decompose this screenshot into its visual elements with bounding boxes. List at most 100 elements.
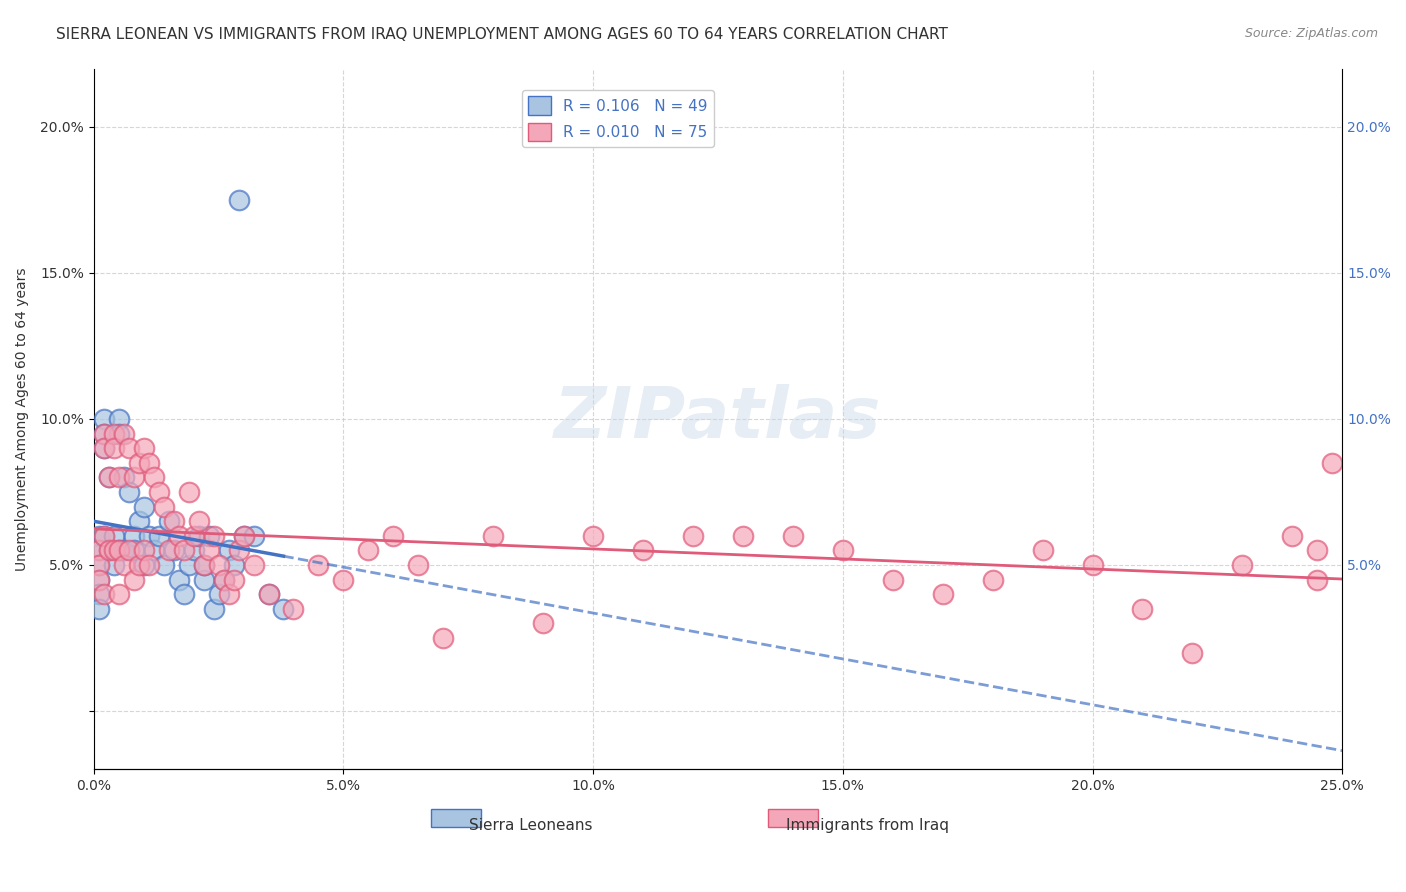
Legend: R = 0.106   N = 49, R = 0.010   N = 75: R = 0.106 N = 49, R = 0.010 N = 75 xyxy=(522,90,714,147)
Point xyxy=(93,426,115,441)
Point xyxy=(112,470,135,484)
Point xyxy=(357,543,380,558)
Point xyxy=(193,558,215,572)
Point xyxy=(218,543,240,558)
Point xyxy=(731,529,754,543)
Point xyxy=(87,543,110,558)
Point xyxy=(103,558,125,572)
Point xyxy=(93,441,115,455)
Point xyxy=(148,529,170,543)
Point xyxy=(218,587,240,601)
Point xyxy=(162,543,184,558)
Point xyxy=(882,573,904,587)
Point xyxy=(207,587,229,601)
Point xyxy=(831,543,853,558)
Point xyxy=(87,529,110,543)
Point xyxy=(1132,601,1154,615)
Text: ZIPatlas: ZIPatlas xyxy=(554,384,882,453)
Point xyxy=(87,573,110,587)
Point xyxy=(1306,573,1329,587)
FancyBboxPatch shape xyxy=(430,809,481,827)
Point xyxy=(93,529,115,543)
Point xyxy=(162,514,184,528)
Point xyxy=(107,470,129,484)
Point xyxy=(128,558,150,572)
Point xyxy=(782,529,804,543)
Point xyxy=(93,529,115,543)
Point xyxy=(228,193,250,207)
Point xyxy=(138,558,160,572)
Point xyxy=(173,543,195,558)
Point xyxy=(112,558,135,572)
Point xyxy=(93,412,115,426)
Point xyxy=(257,587,280,601)
Point xyxy=(1322,456,1344,470)
Point xyxy=(107,426,129,441)
Point xyxy=(97,543,120,558)
Point xyxy=(103,441,125,455)
Point xyxy=(212,573,235,587)
Point xyxy=(157,514,180,528)
Point xyxy=(408,558,430,572)
Point xyxy=(142,543,165,558)
Point xyxy=(97,470,120,484)
Point xyxy=(142,470,165,484)
Point xyxy=(307,558,329,572)
Point xyxy=(93,587,115,601)
Text: Immigrants from Iraq: Immigrants from Iraq xyxy=(786,818,949,833)
Point xyxy=(332,573,354,587)
Point xyxy=(152,500,174,514)
Point xyxy=(682,529,704,543)
Point xyxy=(128,456,150,470)
Point xyxy=(212,573,235,587)
Point xyxy=(1032,543,1054,558)
Text: Source: ZipAtlas.com: Source: ZipAtlas.com xyxy=(1244,27,1378,40)
Point xyxy=(222,558,245,572)
Point xyxy=(193,558,215,572)
Point xyxy=(87,587,110,601)
Point xyxy=(183,529,205,543)
Point xyxy=(177,558,200,572)
Point xyxy=(232,529,254,543)
Point xyxy=(87,558,110,572)
Point xyxy=(1306,543,1329,558)
Point xyxy=(981,573,1004,587)
Point xyxy=(1281,529,1303,543)
Point xyxy=(107,412,129,426)
Point xyxy=(103,426,125,441)
FancyBboxPatch shape xyxy=(768,809,818,827)
Y-axis label: Unemployment Among Ages 60 to 64 years: Unemployment Among Ages 60 to 64 years xyxy=(15,268,30,571)
Point xyxy=(242,529,264,543)
Point xyxy=(183,543,205,558)
Point xyxy=(173,587,195,601)
Point xyxy=(242,558,264,572)
Point xyxy=(122,573,145,587)
Point xyxy=(138,529,160,543)
Point xyxy=(631,543,654,558)
Point xyxy=(87,558,110,572)
Point xyxy=(222,573,245,587)
Point xyxy=(232,529,254,543)
Point xyxy=(382,529,405,543)
Point xyxy=(207,558,229,572)
Point xyxy=(128,514,150,528)
Point xyxy=(122,529,145,543)
Point xyxy=(531,616,554,631)
Point xyxy=(273,601,295,615)
Point xyxy=(1232,558,1254,572)
Point xyxy=(87,543,110,558)
Point xyxy=(118,543,141,558)
Point xyxy=(122,470,145,484)
Point xyxy=(193,573,215,587)
Point xyxy=(148,484,170,499)
Point xyxy=(103,543,125,558)
Point xyxy=(138,456,160,470)
Point xyxy=(132,500,155,514)
Point xyxy=(122,543,145,558)
Point xyxy=(107,587,129,601)
Point xyxy=(103,529,125,543)
Point xyxy=(257,587,280,601)
Point xyxy=(1181,646,1204,660)
Point xyxy=(187,514,209,528)
Point xyxy=(132,558,155,572)
